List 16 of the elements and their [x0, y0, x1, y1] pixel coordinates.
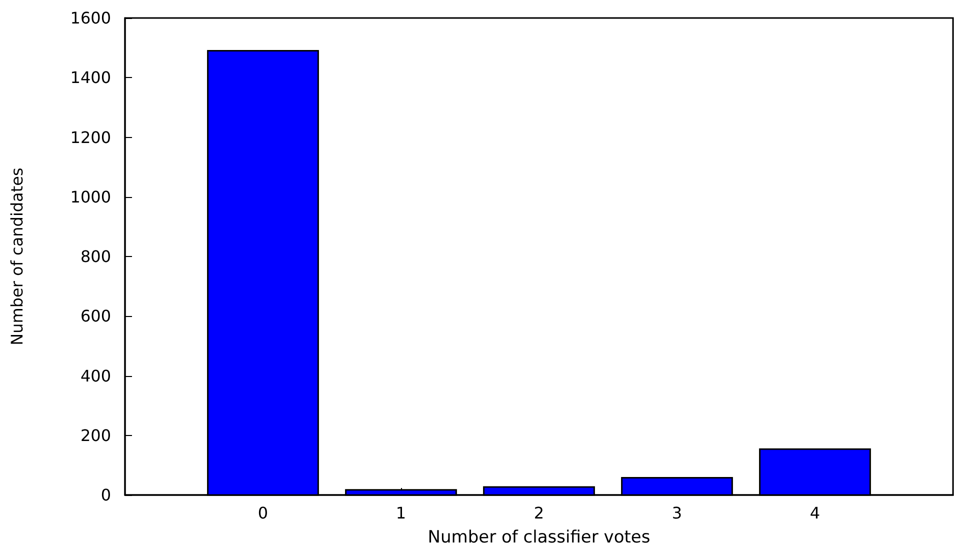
y-axis-title: Number of candidates	[8, 168, 26, 346]
y-tick-label: 1400	[70, 68, 111, 88]
x-tick-label: 1	[396, 504, 406, 522]
y-tick-label: 1200	[70, 128, 111, 147]
y-tick-label: 0	[100, 486, 111, 504]
x-tick-label: 4	[810, 504, 820, 522]
y-tick-label: 1000	[70, 187, 111, 206]
x-tick-label: 2	[534, 504, 544, 522]
x-tick-label: 3	[672, 504, 682, 522]
x-axis-title: Number of classifier votes	[428, 528, 650, 548]
y-tick-label: 800	[80, 247, 111, 266]
y-tick-label: 1600	[70, 8, 111, 28]
y-tick-label: 600	[80, 306, 111, 326]
x-tick-label: 0	[258, 504, 268, 522]
y-tick-label: 400	[80, 366, 111, 386]
y-tick-label: 200	[80, 426, 111, 445]
